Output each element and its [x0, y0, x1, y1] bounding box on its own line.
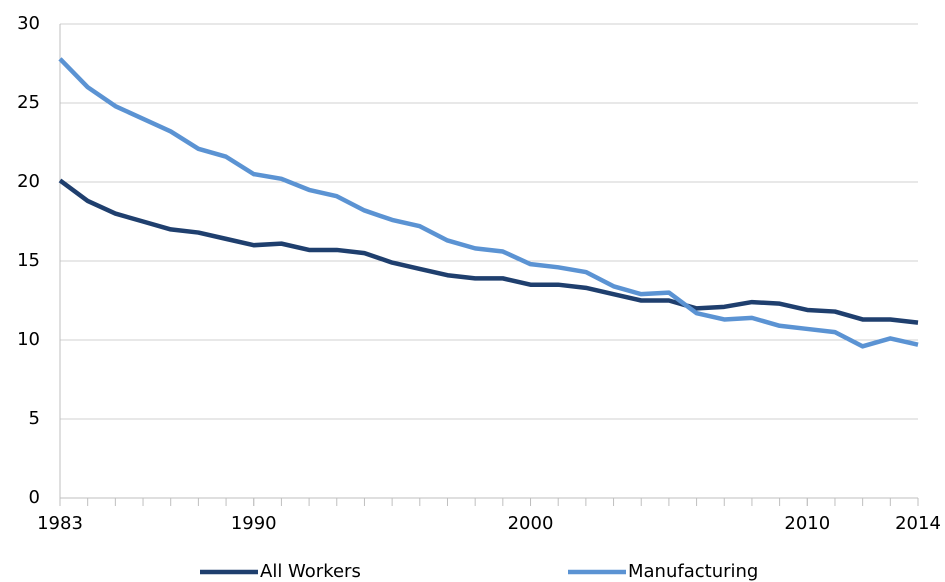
x-tick-label: 1990 — [231, 513, 277, 534]
x-tick-label: 1983 — [37, 513, 83, 534]
x-tick-label: 2000 — [508, 513, 554, 534]
x-tick-label: 2014 — [895, 513, 941, 534]
series-line — [58, 178, 919, 325]
y-tick-label: 0 — [29, 487, 40, 508]
x-tick-label: 2010 — [784, 513, 830, 534]
y-tick-label: 30 — [17, 13, 40, 34]
legend-label: Manufacturing — [628, 561, 758, 582]
legend-label: All Workers — [260, 561, 361, 582]
y-tick-label: 25 — [17, 92, 40, 113]
y-tick-label: 20 — [17, 171, 40, 192]
y-tick-label: 5 — [29, 408, 40, 429]
y-tick-label: 10 — [17, 329, 40, 350]
series-line — [58, 57, 919, 349]
y-tick-label: 15 — [17, 250, 40, 271]
